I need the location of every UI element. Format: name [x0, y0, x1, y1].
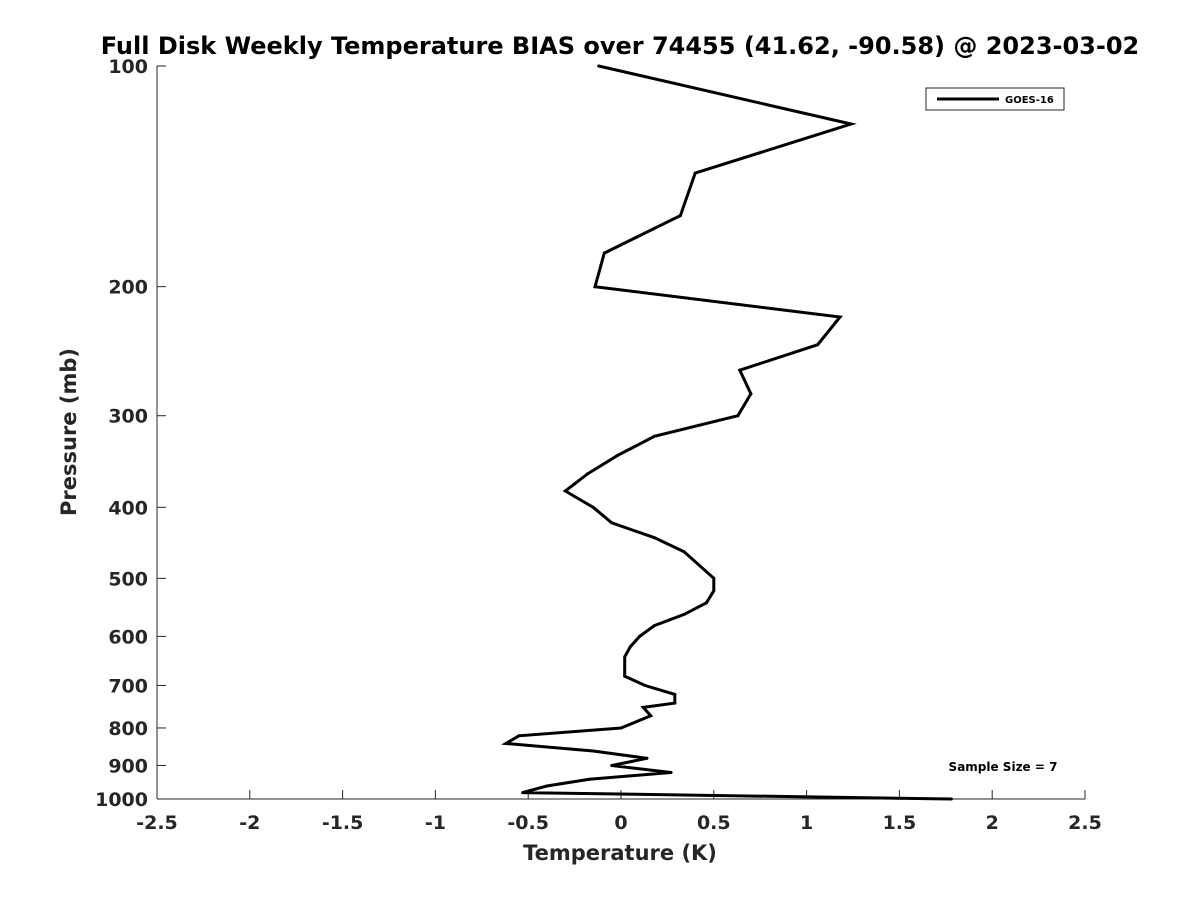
x-tick-label: 1.5	[883, 812, 917, 834]
y-tick-label: 600	[108, 626, 148, 648]
data-point	[504, 742, 508, 745]
data-points	[504, 64, 953, 801]
data-point	[597, 64, 601, 68]
y-tick-label: 800	[108, 718, 148, 740]
data-point	[682, 550, 686, 554]
data-point	[645, 756, 649, 760]
data-point	[641, 705, 645, 709]
data-point	[591, 505, 595, 509]
data-point	[593, 285, 597, 289]
data-point	[669, 771, 673, 774]
y-ticks: 100 200 300 400 500 600 700 800 900 1000	[95, 56, 166, 811]
data-point	[649, 714, 653, 718]
x-tick-label: 0	[614, 812, 627, 834]
data-point	[619, 726, 623, 730]
data-point	[652, 434, 656, 438]
data-point	[682, 612, 686, 616]
data-point	[623, 674, 627, 678]
y-tick-label: 500	[108, 568, 148, 590]
data-point	[628, 645, 632, 649]
data-point	[849, 122, 853, 126]
data-point	[652, 624, 656, 628]
data-point	[712, 576, 716, 580]
x-tick-label: -0.5	[507, 812, 549, 834]
x-axis-label: Temperature (K)	[523, 841, 717, 865]
data-point	[563, 489, 567, 493]
x-tick-label: 0.5	[697, 812, 731, 834]
legend: GOES-16	[925, 87, 1065, 111]
x-tick-label: -2.5	[136, 812, 178, 834]
data-point	[602, 251, 606, 255]
data-point	[623, 655, 627, 659]
plot-area	[156, 66, 1085, 800]
data-point	[704, 601, 708, 605]
x-tick-label: -1.5	[322, 812, 364, 834]
x-tick-label: 1	[800, 812, 813, 834]
x-tick-label: -2	[239, 812, 260, 834]
data-point	[517, 734, 521, 738]
y-axis-label: Pressure (mb)	[57, 348, 81, 516]
data-point	[638, 634, 642, 638]
y-tick-label: 1000	[95, 789, 148, 811]
x-tick-label: 2.5	[1068, 812, 1102, 834]
data-point	[736, 414, 740, 418]
series-line-goes-16	[501, 64, 952, 801]
y-tick-label: 700	[108, 675, 148, 697]
data-point	[623, 665, 627, 669]
data-point	[545, 784, 549, 788]
data-point	[673, 692, 677, 696]
data-point	[587, 777, 591, 781]
y-tick-label: 300	[108, 406, 148, 428]
y-tick-label: 400	[108, 497, 148, 519]
sample-size-annotation: Sample Size = 7	[949, 760, 1058, 774]
data-point	[591, 749, 595, 753]
data-point	[838, 315, 842, 319]
data-point	[615, 454, 619, 458]
data-point	[816, 343, 820, 347]
data-point	[749, 392, 753, 396]
data-point	[643, 684, 647, 687]
data-point	[673, 701, 677, 705]
data-point	[712, 589, 716, 593]
data-point	[610, 764, 614, 767]
data-point	[652, 536, 656, 540]
legend-label: GOES-16	[1005, 95, 1054, 106]
data-point	[610, 521, 614, 525]
data-point	[949, 797, 953, 801]
chart-title: Full Disk Weekly Temperature BIAS over 7…	[101, 32, 1140, 60]
y-tick-label: 900	[108, 755, 148, 777]
data-point	[693, 171, 697, 175]
y-tick-label: 200	[108, 277, 148, 299]
data-point	[678, 214, 682, 218]
x-tick-label: -1	[425, 812, 446, 834]
x-ticks: -2.5 -2 -1.5 -1 -0.5 0 0.5 1 1.5 2 2.5	[136, 790, 1102, 834]
data-point	[586, 472, 590, 476]
data-point	[521, 791, 525, 795]
x-tick-label: 2	[986, 812, 999, 834]
data-point	[738, 368, 742, 372]
y-tick-label: 100	[108, 56, 148, 78]
